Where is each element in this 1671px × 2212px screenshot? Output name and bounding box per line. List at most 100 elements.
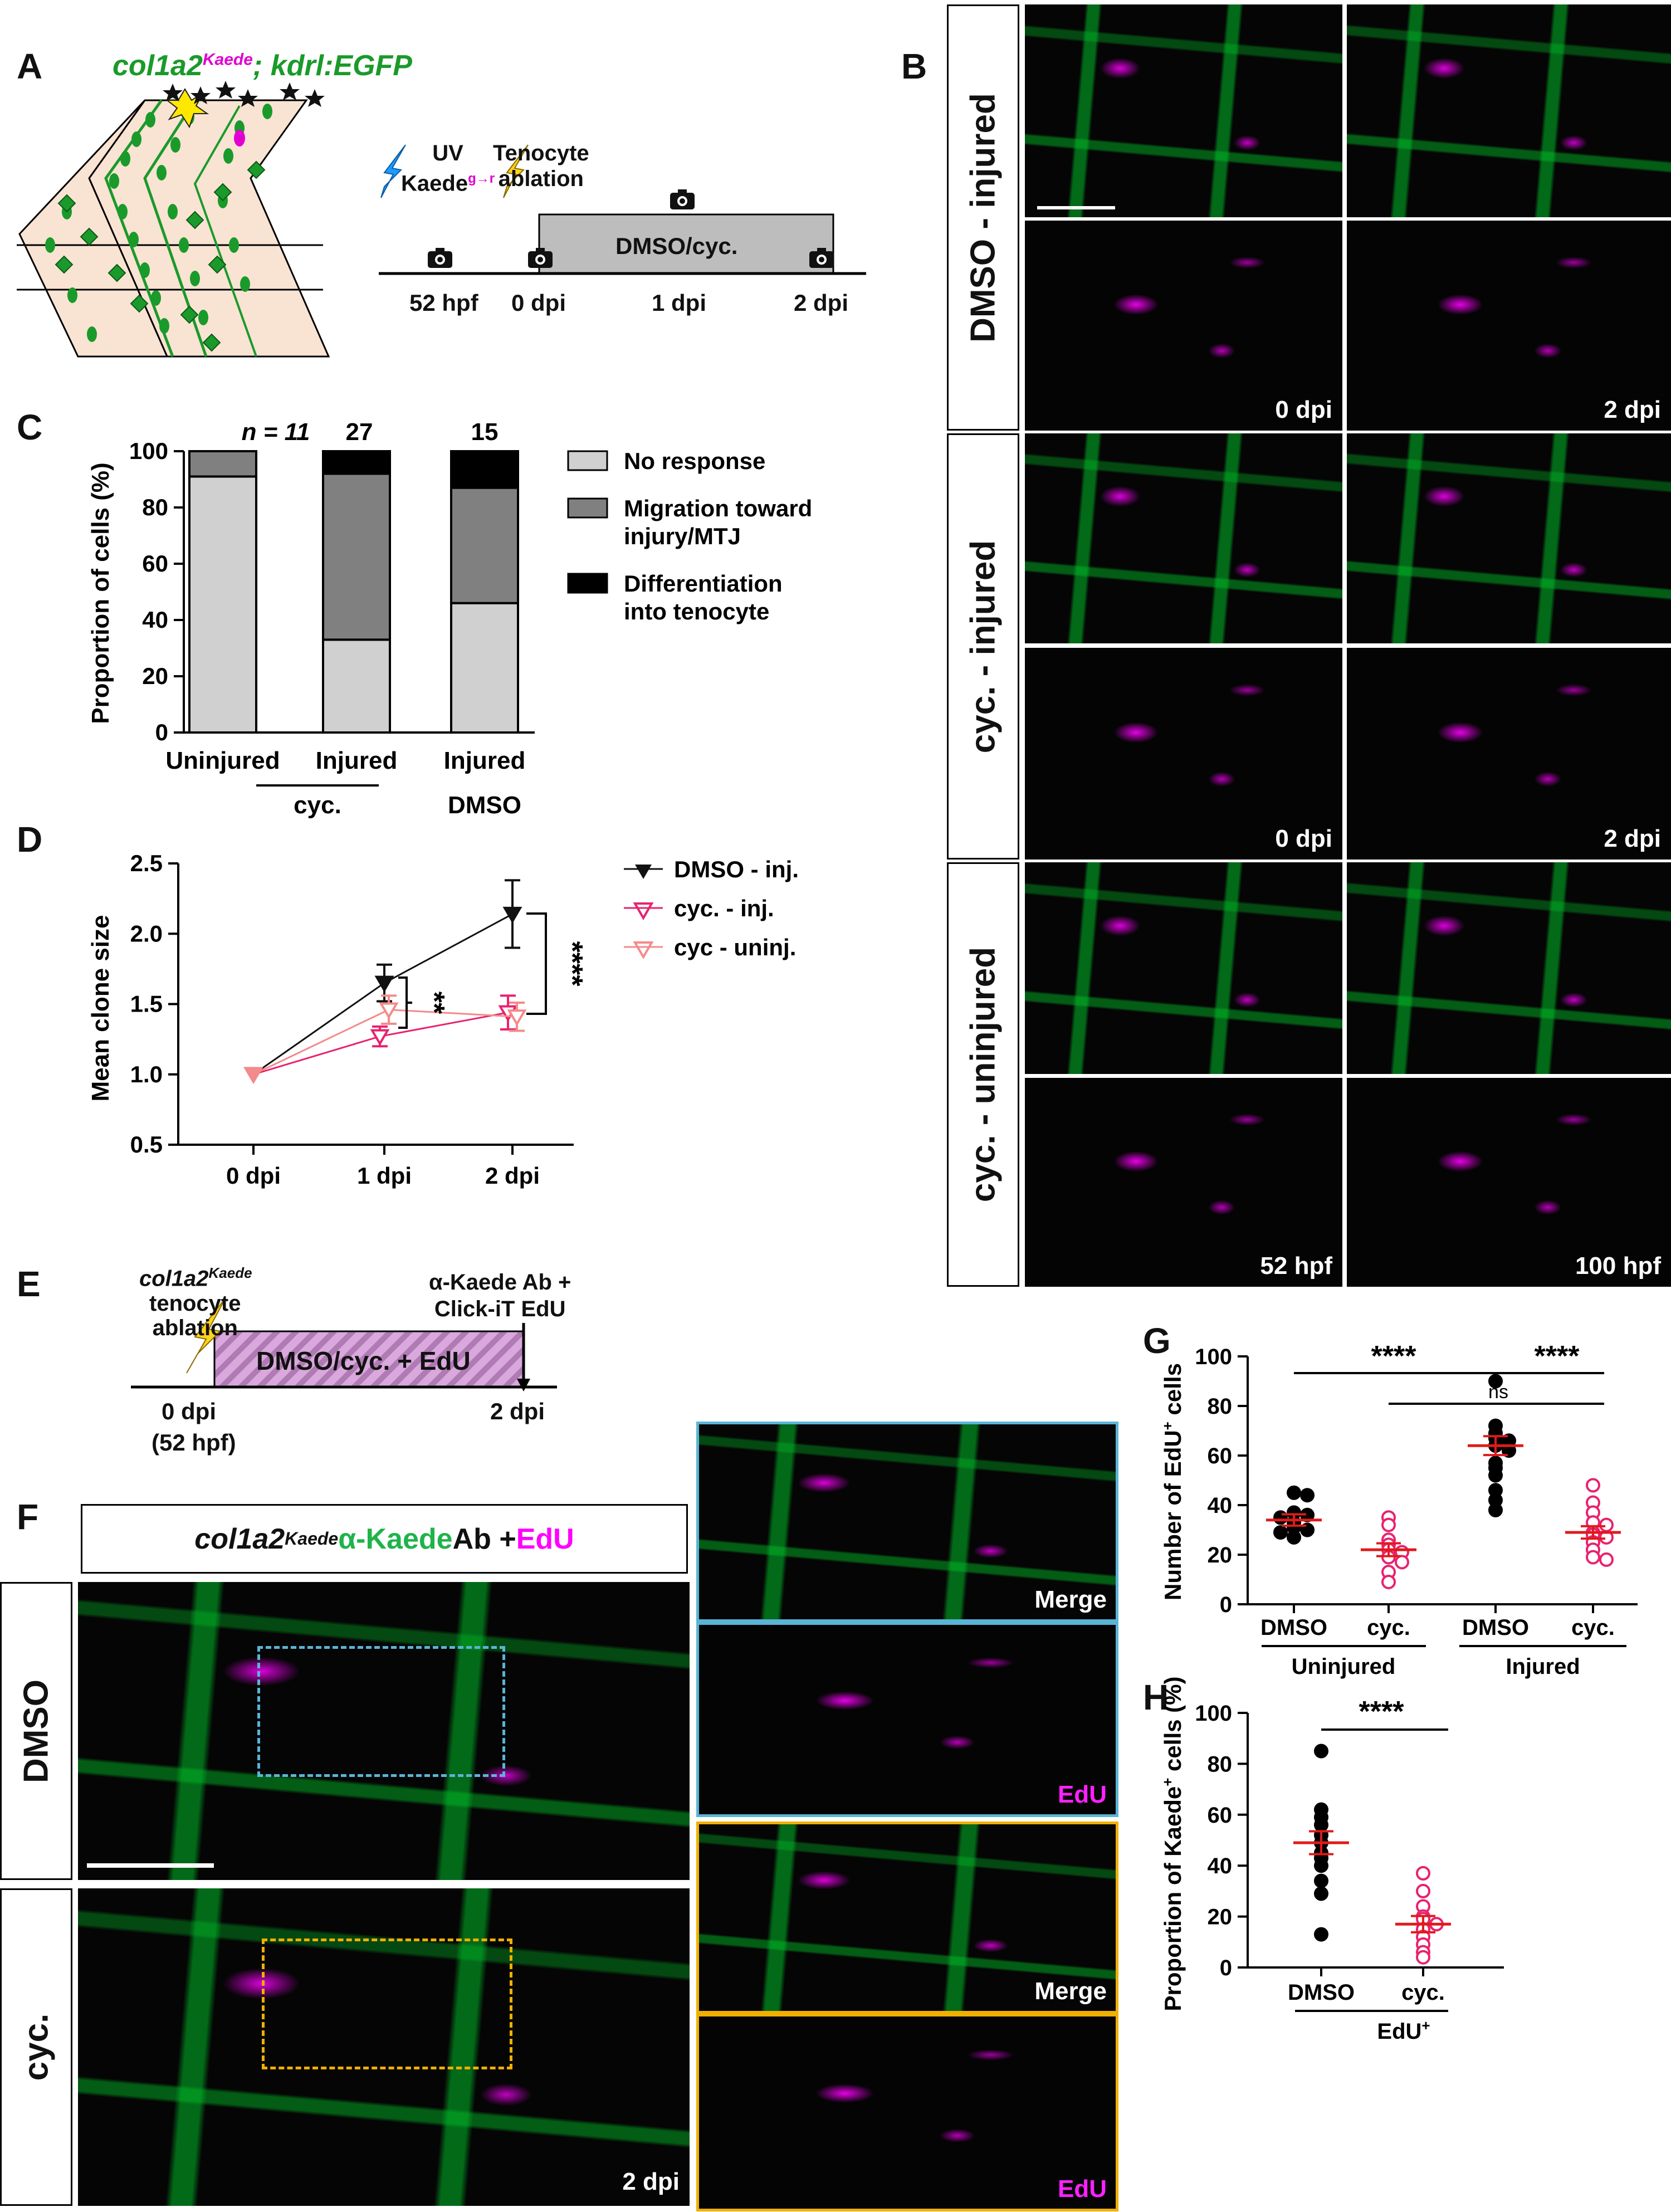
stain-line2: Click-iT EdU: [434, 1297, 566, 1321]
laser-lightning-icon: [503, 144, 529, 198]
category-label: Uninjured: [165, 747, 280, 774]
y-tick-label: 0: [155, 719, 168, 745]
genotype-sup: Kaede: [202, 50, 253, 69]
inset-column: Merge EdU Merge EdU: [696, 1422, 1118, 2211]
category-label: Injured: [444, 747, 526, 774]
chart-c: 0 20 40 60 80 100 Proportion of cells (%) Uni…: [87, 418, 812, 819]
inset-cyc-edu: EdU: [696, 2014, 1118, 2211]
y-ticks: 0 20 40 60 80 100: [1195, 1345, 1248, 1617]
row-label-cyc-uninjured: cyc. - uninjured: [947, 862, 1019, 1287]
sig-label: ****: [1371, 1340, 1417, 1373]
data-point: [1488, 1502, 1503, 1517]
category-label: Injured: [316, 747, 398, 774]
line-series: 0 dpi 1 dpi 2 dpi: [226, 879, 540, 1189]
micrograph-magenta: 52 hpf: [1025, 1078, 1342, 1287]
mtj-line: [104, 99, 174, 357]
panel-label-c: C: [17, 407, 43, 447]
data-point: [379, 1002, 399, 1019]
timepoint-label: 52 hpf: [409, 290, 478, 316]
arrow-head-icon: [517, 1379, 530, 1391]
time-label: 0 dpi: [1275, 825, 1332, 852]
category-label: cyc.: [1401, 1980, 1445, 2005]
sig-bracket: [526, 912, 547, 1015]
legend-swatch: [567, 573, 608, 594]
camera-icon: [428, 248, 452, 268]
group-label: DMSO: [448, 792, 521, 819]
panel-label-b: B: [901, 46, 927, 86]
micrograph-cyc: 2 dpi: [78, 1888, 690, 2206]
row-label-text: DMSO: [17, 1679, 56, 1783]
micrograph-merge: [1025, 4, 1342, 217]
data-point: [1488, 1468, 1503, 1483]
genotype-sup: Kaede: [208, 1264, 252, 1281]
y-tick-label: 1.0: [130, 1061, 163, 1087]
row-label-dmso: DMSO: [0, 1582, 72, 1880]
data-point: [1314, 1744, 1328, 1759]
data-point: [1314, 1858, 1328, 1873]
diamond-cells: [55, 160, 266, 352]
group-label: Injured: [1506, 1654, 1580, 1679]
data-point: [502, 906, 522, 924]
stain-line1: α-Kaede Ab +: [429, 1270, 571, 1295]
category-label: cyc.: [1367, 1615, 1410, 1640]
sig-bracket: [398, 976, 412, 1029]
data-point: [1314, 1886, 1328, 1901]
sig-label: **: [418, 992, 450, 1014]
category-label: DMSO: [1288, 1980, 1355, 2005]
y-tick-label: 0: [1220, 1593, 1232, 1617]
ablation-line1: Tenocyte: [493, 141, 589, 165]
y-tick-label: 40: [1208, 1493, 1233, 1518]
group-label-base: EdU: [1377, 2019, 1421, 2044]
legend-swatch: [567, 497, 608, 519]
panel-label-d: D: [17, 819, 43, 860]
camera-icon: [670, 189, 695, 209]
genotype-base: col1a2: [139, 1266, 209, 1291]
bar-segment: [322, 472, 391, 641]
legend-text: cyc - uninj.: [674, 934, 796, 960]
ablation-line2: ablation: [152, 1316, 238, 1340]
treatment-label: DMSO/cyc. + EdU: [256, 1346, 471, 1375]
data-point: [374, 975, 394, 993]
panel-a-schematic: [17, 81, 866, 358]
micrograph-magenta: 0 dpi: [1025, 221, 1342, 431]
sig-label: ****: [1535, 1340, 1580, 1373]
data-point: [1381, 1517, 1396, 1532]
legend-text: Differentiation: [624, 570, 783, 597]
y-ticks: 0.5 1.0 1.5 2.0 2.5: [130, 850, 178, 1158]
data-point: [1314, 1927, 1328, 1942]
time-label: 2 dpi: [1604, 825, 1661, 852]
micrograph-merge: [1025, 862, 1342, 1074]
y-title-part: Number of EdU: [1160, 1430, 1186, 1600]
data-point: [1488, 1374, 1503, 1389]
genotype-base: col1a2: [113, 50, 203, 82]
data-point: [1416, 1866, 1430, 1881]
ablation-label: Tenocyte ablation: [493, 140, 589, 192]
inset-box-cyan: [257, 1646, 505, 1777]
data-points: [1266, 1374, 1621, 1613]
panel-b: DMSO - injured cyc. - injured cyc. - uni…: [947, 0, 1671, 1292]
bar-segment: [188, 475, 257, 734]
timepoint-label: 0 dpi: [162, 1398, 217, 1424]
camera-icons: [428, 189, 834, 268]
treatment-box: [538, 213, 834, 275]
data-point: [1287, 1485, 1301, 1500]
timepoint-sublabel: (52 hpf): [152, 1429, 236, 1456]
panel-a: col1a2Kaede; kdrl:EGFP: [11, 45, 880, 379]
n-label: 15: [471, 418, 499, 446]
micrograph-merge: [1347, 433, 1671, 643]
title-mid: Ab +: [452, 1522, 516, 1555]
uv-conversion: g→r: [468, 171, 495, 186]
category-label: cyc.: [1571, 1615, 1615, 1640]
data-point: [1300, 1488, 1315, 1503]
camera-icon: [809, 248, 834, 268]
ablation-label: tenocyte ablation: [149, 1291, 241, 1340]
panel-a-genotype: col1a2Kaede; kdrl:EGFP: [113, 49, 412, 82]
y-tick-label: 80: [142, 494, 168, 520]
y-title-sup: +: [1159, 1422, 1176, 1430]
series-line: [253, 1009, 517, 1076]
panel-label-f: F: [17, 1497, 39, 1537]
group-label: EdU+: [1377, 2017, 1430, 2044]
inset-label: EdU: [1058, 2175, 1107, 2203]
data-point: [1314, 1873, 1328, 1888]
